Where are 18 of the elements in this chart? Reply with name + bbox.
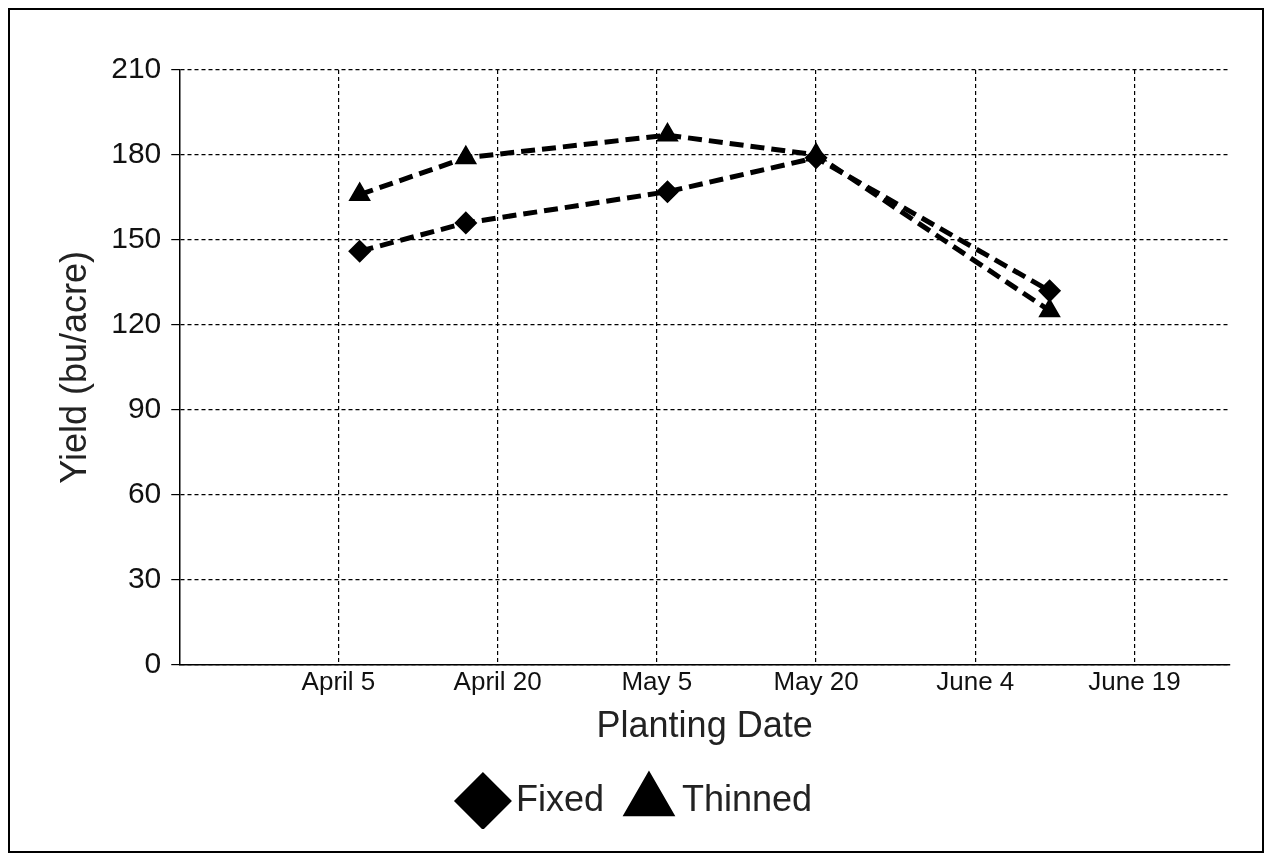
x-tick-label: June 4 xyxy=(936,666,1015,697)
x-axis-title: Planting Date xyxy=(596,704,813,746)
y-tick-label: 30 xyxy=(127,560,162,594)
y-tick-label: 210 xyxy=(111,51,162,85)
y-axis-title: Yield (bu/acre) xyxy=(52,250,94,484)
y-tick-label: 90 xyxy=(127,391,162,425)
y-tick-label: 0 xyxy=(144,645,162,679)
x-tick-label: June 19 xyxy=(1088,666,1181,697)
x-tick-label: May 20 xyxy=(773,666,859,697)
y-tick-label: 150 xyxy=(111,221,162,255)
legend-label: Thinned xyxy=(681,777,813,819)
legend-label: Fixed xyxy=(515,777,604,819)
y-tick-label: 60 xyxy=(127,475,162,509)
y-tick-label: 180 xyxy=(111,136,162,170)
x-tick-label: May 5 xyxy=(621,666,693,697)
x-tick-label: April 5 xyxy=(301,666,376,697)
x-tick-label: April 20 xyxy=(453,666,542,697)
y-tick-label: 120 xyxy=(111,306,162,340)
